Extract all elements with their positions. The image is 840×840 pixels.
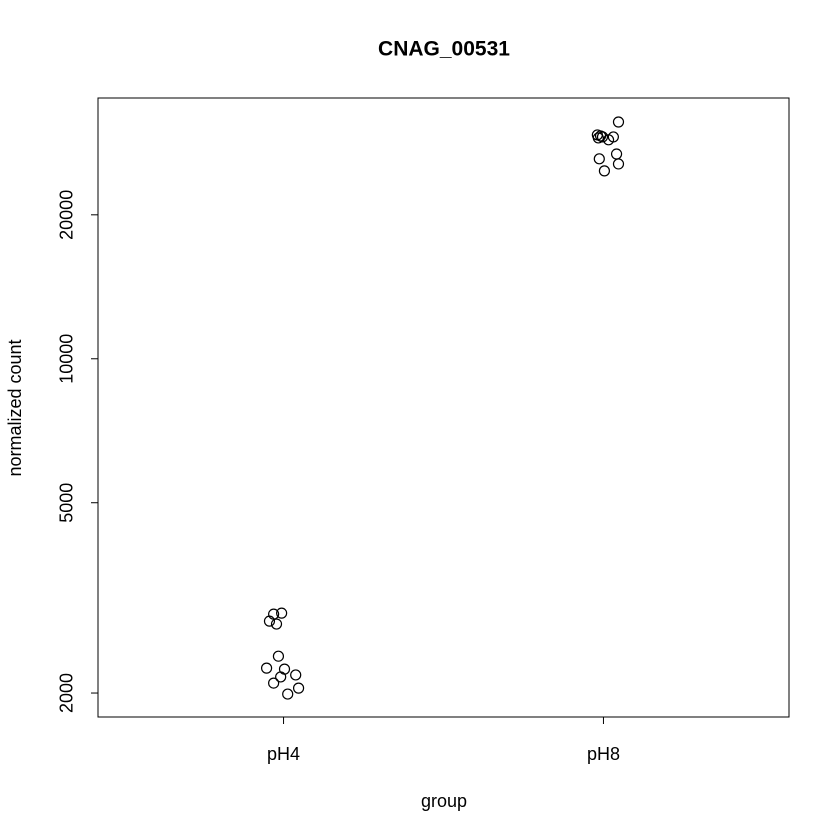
point <box>278 663 291 675</box>
point <box>268 677 280 689</box>
point <box>276 607 288 619</box>
point <box>260 662 273 674</box>
point <box>282 688 294 700</box>
y-tick-label: 2000 <box>57 673 77 713</box>
x-tick-label: pH4 <box>267 744 300 764</box>
point <box>263 615 276 627</box>
y-tick-label: 5000 <box>57 483 77 523</box>
chart-title: CNAG_00531 <box>378 38 510 61</box>
point <box>596 131 609 143</box>
point <box>270 618 283 630</box>
point <box>612 158 625 170</box>
y-tick-label: 10000 <box>57 334 77 384</box>
plot-frame <box>97 97 790 718</box>
point <box>275 671 287 683</box>
point <box>292 682 305 694</box>
point <box>593 153 605 165</box>
point <box>598 165 611 177</box>
y-tick-label: 20000 <box>57 190 77 240</box>
point <box>272 650 285 662</box>
point <box>610 148 623 160</box>
x-axis-label: group <box>421 791 467 811</box>
point <box>602 134 615 146</box>
x-tick-label: pH8 <box>587 744 620 764</box>
y-axis-label: normalized count <box>5 339 25 476</box>
point <box>612 116 625 128</box>
point <box>290 669 302 681</box>
